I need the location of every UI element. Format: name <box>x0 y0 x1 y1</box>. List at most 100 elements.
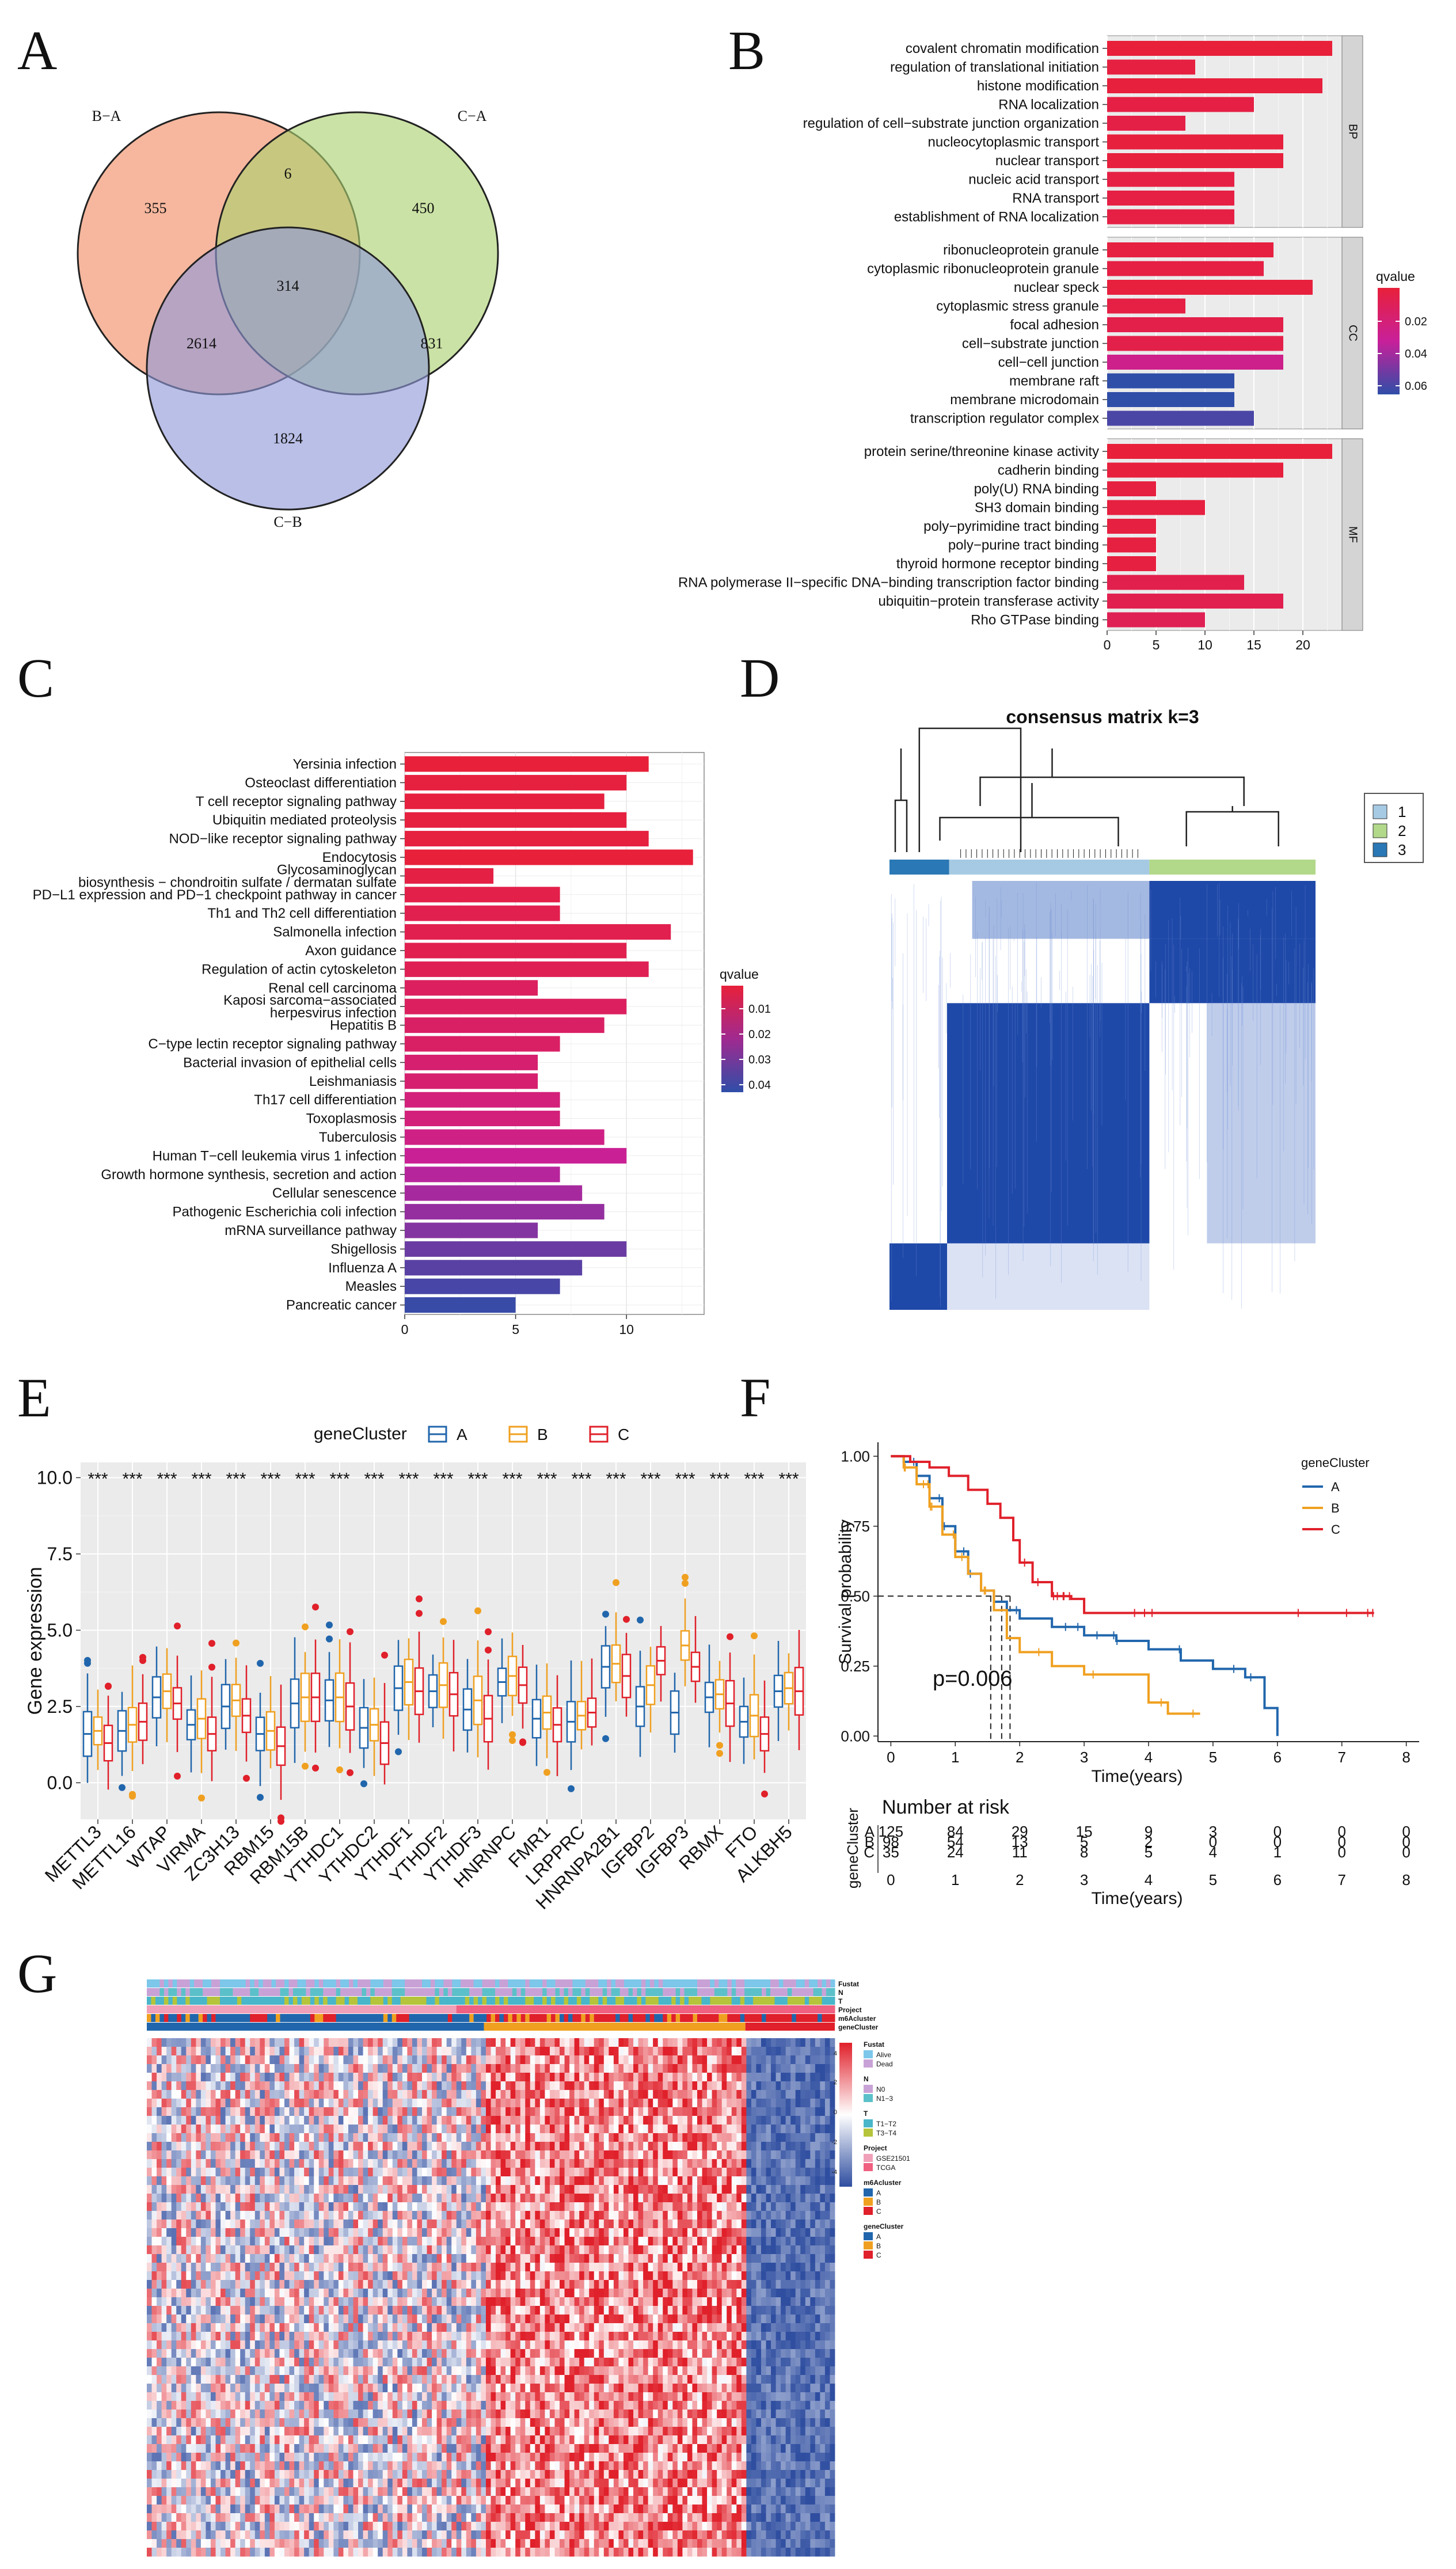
legend-swatch <box>1373 823 1387 838</box>
heatmap-cell <box>264 2168 270 2177</box>
annotation-cell <box>818 1997 823 2005</box>
heatmap-cell <box>461 2159 467 2168</box>
term-label-line2: biosynthesis − chondroitin sulfate / der… <box>78 875 397 890</box>
annotation-cell <box>185 1988 191 1996</box>
annotation-cell <box>241 1997 246 2005</box>
heatmap-cell <box>314 2081 320 2091</box>
heatmap-cell <box>707 2150 713 2160</box>
legend-label: A <box>457 1426 467 1443</box>
annotation-cell <box>288 1997 294 2005</box>
heatmap-cell <box>417 2073 423 2082</box>
heatmap-cell <box>539 2185 545 2194</box>
heatmap-cell <box>712 2038 717 2047</box>
heatmap-cell <box>294 2185 300 2194</box>
box-outlier <box>568 1785 575 1792</box>
heatmap-cell <box>751 2159 756 2168</box>
heatmap-cell <box>151 2133 157 2142</box>
heatmap-cell <box>727 2090 732 2099</box>
heatmap-cell <box>289 2116 295 2125</box>
annotation-cell <box>482 2014 487 2022</box>
gene-cluster-segment <box>745 2023 835 2031</box>
heatmap-cell <box>717 2142 723 2151</box>
heatmap-cell <box>333 2202 339 2211</box>
heatmap-cell <box>820 2090 826 2099</box>
heatmap-cell <box>466 2159 472 2168</box>
heatmap-cell <box>392 2055 398 2065</box>
heatmap-cell <box>613 2150 619 2160</box>
heatmap-cell <box>648 2107 653 2116</box>
heatmap-cell <box>741 2038 747 2047</box>
heatmap-cell <box>618 2202 624 2211</box>
heatmap-cell <box>442 2202 447 2211</box>
heatmap-cell <box>682 2064 688 2073</box>
heatmap-cell <box>672 2202 678 2211</box>
heatmap-cell <box>442 2194 447 2203</box>
heatmap-cell <box>176 2107 182 2116</box>
heatmap-cell <box>638 2194 644 2203</box>
heatmap-cell <box>677 2064 683 2073</box>
heatmap-cell <box>200 2211 206 2220</box>
heatmap-cell <box>505 2107 511 2116</box>
heatmap-cell <box>225 2228 231 2237</box>
box-outlier <box>302 1623 309 1631</box>
heatmap-cell <box>314 2142 320 2151</box>
heatmap-cell <box>397 2185 403 2194</box>
heatmap-cell <box>535 2090 541 2099</box>
heatmap-cell <box>751 2202 756 2211</box>
heatmap-cell <box>731 2125 737 2134</box>
heatmap-cell <box>594 2107 599 2116</box>
heatmap-cell <box>781 2099 786 2108</box>
heatmap-cell <box>353 2064 359 2073</box>
annotation-cell <box>564 1988 569 1996</box>
annotation-cell <box>469 1979 474 1987</box>
annotation-cell <box>177 2014 182 2022</box>
annotation-cell <box>594 1979 599 1987</box>
annotation-cell <box>508 1997 513 2005</box>
heatmap-cell <box>638 2055 644 2065</box>
annotation-cell <box>430 2014 435 2022</box>
heatmap-cell <box>510 2038 516 2047</box>
annotation-cell <box>417 2005 423 2013</box>
heatmap-cell <box>491 2202 496 2211</box>
heatmap-cell <box>549 2090 555 2099</box>
annotation-cell <box>159 1988 165 1996</box>
heatmap-cell <box>785 2150 791 2160</box>
annotation-cell <box>701 1979 706 1987</box>
heatmap-cell <box>790 2116 796 2125</box>
heatmap-cell <box>677 2211 683 2220</box>
heatmap-cell <box>387 2055 393 2065</box>
annotation-cell <box>564 1997 569 2005</box>
heatmap-cell <box>264 2202 270 2211</box>
heatmap-cell <box>545 2202 550 2211</box>
heatmap-cell <box>299 2099 305 2108</box>
annotation-cell <box>318 2005 324 2013</box>
annotation-cell <box>374 1979 379 1987</box>
heatmap-cell <box>254 2099 260 2108</box>
annotation-cell <box>263 1988 268 1996</box>
heatmap-cell <box>304 2090 310 2099</box>
heatmap-cell <box>584 2055 590 2065</box>
heatmap-cell <box>221 2211 226 2220</box>
heatmap-cell <box>500 2202 506 2211</box>
heatmap-cell <box>815 2064 820 2073</box>
annotation-cell <box>263 1979 268 1987</box>
term-label: cadherin binding <box>998 463 1099 478</box>
heatmap-cell <box>766 2211 771 2220</box>
box-outlier <box>751 1632 758 1640</box>
heatmap-cell <box>721 2150 727 2160</box>
heatmap-cell <box>751 2150 756 2160</box>
heatmap-cell <box>353 2228 359 2237</box>
heatmap-cell <box>318 2202 324 2211</box>
heatmap-cell <box>171 2038 177 2047</box>
heatmap-cell <box>442 2211 447 2220</box>
risk-table-x-tick: 8 <box>1402 1871 1410 1888</box>
heatmap-cell <box>181 2055 187 2065</box>
heatmap-cell <box>481 2055 486 2065</box>
heatmap-cell <box>260 2081 265 2091</box>
heatmap-cell <box>279 2090 285 2099</box>
heatmap-cell <box>157 2150 162 2160</box>
heatmap-cell <box>324 2038 329 2047</box>
annotation-cell <box>314 1988 320 1996</box>
heatmap-cell <box>549 2099 555 2108</box>
heatmap-cell <box>692 2081 698 2091</box>
